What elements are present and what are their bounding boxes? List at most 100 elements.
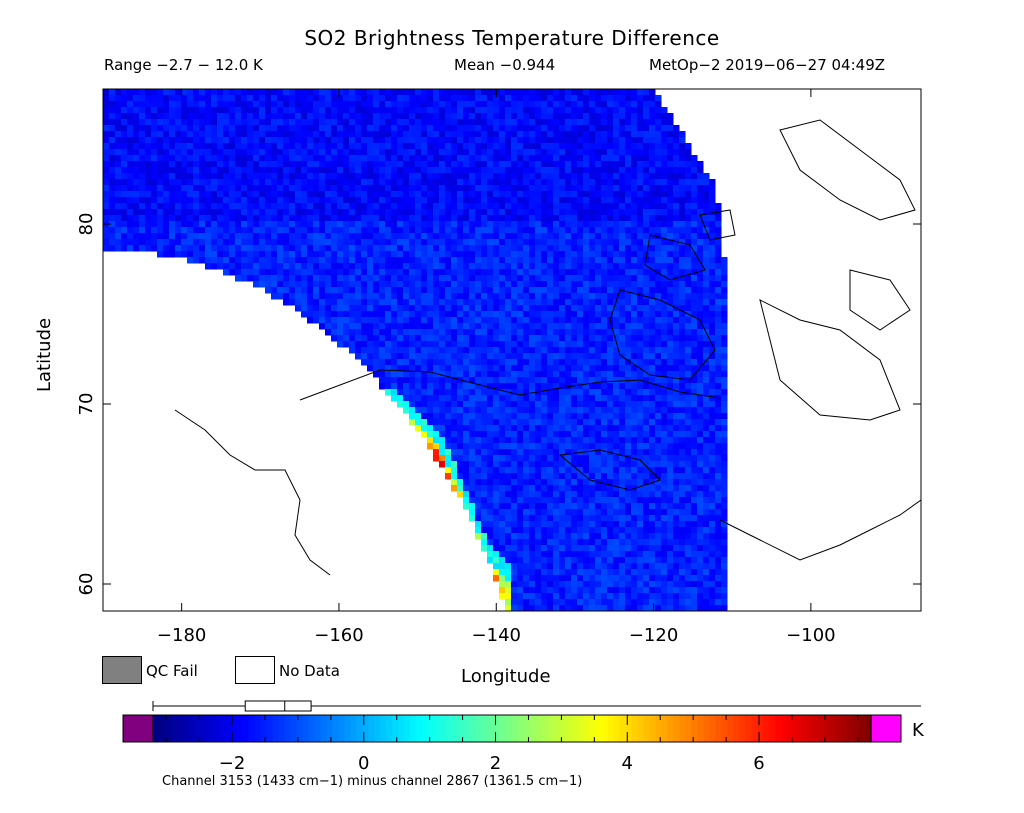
heatmap-cell — [577, 221, 584, 228]
heatmap-cell — [445, 119, 452, 126]
heatmap-cell — [427, 365, 434, 372]
heatmap-cell — [571, 545, 578, 552]
heatmap-cell — [559, 125, 566, 132]
heatmap-cell — [637, 179, 644, 186]
heatmap-cell — [475, 233, 482, 240]
heatmap-cell — [643, 167, 650, 174]
heatmap-cell — [421, 377, 428, 384]
heatmap-cell — [595, 599, 602, 606]
heatmap-cell — [187, 191, 194, 198]
heatmap-cell — [349, 113, 356, 120]
heatmap-cell — [535, 185, 542, 192]
heatmap-cell — [445, 269, 452, 276]
heatmap-cell — [469, 365, 476, 372]
heatmap-cell — [595, 473, 602, 480]
heatmap-cell — [631, 479, 638, 486]
heatmap-cell — [517, 443, 524, 450]
heatmap-cell — [487, 419, 494, 426]
heatmap-cell — [565, 509, 572, 516]
heatmap-cell — [637, 131, 644, 138]
heatmap-cell — [499, 119, 506, 126]
heatmap-cell — [547, 569, 554, 576]
heatmap-cell — [259, 251, 266, 258]
heatmap-cell — [409, 287, 416, 294]
heatmap-cell — [643, 431, 650, 438]
heatmap-cell — [193, 131, 200, 138]
heatmap-cell — [109, 203, 116, 210]
heatmap-cell — [541, 137, 548, 144]
heatmap-cell — [577, 365, 584, 372]
heatmap-cell — [589, 563, 596, 570]
heatmap-cell — [385, 257, 392, 264]
heatmap-cell — [367, 95, 374, 102]
heatmap-cell — [127, 143, 134, 150]
heatmap-cell — [307, 239, 314, 246]
heatmap-cell — [541, 365, 548, 372]
heatmap-cell — [361, 347, 368, 354]
heatmap-cell — [565, 395, 572, 402]
heatmap-cell — [289, 149, 296, 156]
heatmap-cell — [583, 215, 590, 222]
heatmap-cell — [565, 239, 572, 246]
heatmap-cell — [613, 455, 620, 462]
heatmap-cell — [409, 407, 416, 414]
heatmap-cell — [385, 95, 392, 102]
heatmap-cell — [139, 215, 146, 222]
heatmap-cell — [463, 89, 470, 96]
heatmap-cell — [469, 329, 476, 336]
heatmap-cell — [463, 149, 470, 156]
heatmap-cell — [349, 179, 356, 186]
heatmap-cell — [493, 533, 500, 540]
heatmap-cell — [535, 479, 542, 486]
heatmap-cell — [415, 263, 422, 270]
heatmap-cell — [397, 125, 404, 132]
heatmap-cell — [529, 575, 536, 582]
heatmap-cell — [469, 335, 476, 342]
heatmap-cell — [457, 269, 464, 276]
heatmap-cell — [313, 281, 320, 288]
heatmap-cell — [277, 185, 284, 192]
heatmap-cell — [553, 365, 560, 372]
heatmap-cell — [631, 275, 638, 282]
heatmap-cell — [259, 89, 266, 96]
heatmap-cell — [217, 179, 224, 186]
heatmap-cell — [349, 107, 356, 114]
heatmap-cell — [115, 119, 122, 126]
heatmap-cell — [265, 173, 272, 180]
heatmap-cell — [523, 419, 530, 426]
heatmap-cell — [631, 515, 638, 522]
heatmap-cell — [553, 449, 560, 456]
heatmap-cell — [433, 185, 440, 192]
heatmap-cell — [253, 263, 260, 270]
heatmap-cell — [217, 239, 224, 246]
heatmap-cell — [589, 413, 596, 420]
heatmap-cell — [565, 233, 572, 240]
heatmap-cell — [229, 125, 236, 132]
heatmap-cell — [517, 485, 524, 492]
heatmap-cell — [589, 455, 596, 462]
heatmap-cell — [235, 251, 242, 258]
heatmap-cell — [631, 113, 638, 120]
heatmap-cell — [355, 185, 362, 192]
heatmap-cell — [169, 203, 176, 210]
heatmap-cell — [199, 209, 206, 216]
heatmap-cell — [247, 95, 254, 102]
heatmap-cell — [637, 491, 644, 498]
heatmap-cell — [601, 365, 608, 372]
heatmap-cell — [475, 449, 482, 456]
heatmap-cell — [343, 305, 350, 312]
heatmap-cell — [301, 119, 308, 126]
heatmap-cell — [301, 299, 308, 306]
heatmap-cell — [457, 407, 464, 414]
heatmap-cell — [601, 515, 608, 522]
heatmap-cell — [121, 119, 128, 126]
heatmap-cell — [607, 569, 614, 576]
heatmap-cell — [469, 413, 476, 420]
heatmap-cell — [289, 239, 296, 246]
heatmap-cell — [445, 167, 452, 174]
heatmap-cell — [403, 137, 410, 144]
heatmap-cell — [403, 101, 410, 108]
heatmap-cell — [163, 143, 170, 150]
heatmap-cell — [439, 287, 446, 294]
heatmap-cell — [355, 347, 362, 354]
